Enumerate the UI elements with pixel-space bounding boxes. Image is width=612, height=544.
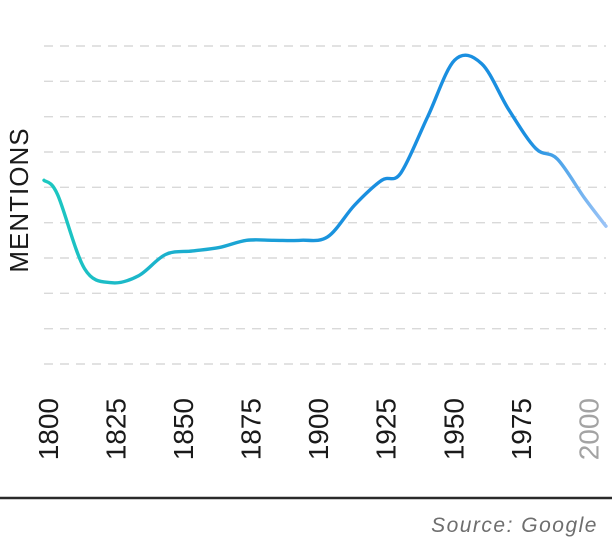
x-tick-label: 1825 (101, 398, 132, 460)
x-tick-label: 1925 (371, 398, 402, 460)
x-axis-ticks: 1800 1825 1850 1875 1900 1925 1950 1975 2000 (33, 398, 604, 460)
x-tick-label: 1900 (303, 398, 334, 460)
y-axis-label: MENTIONS (4, 127, 34, 272)
gridlines (44, 45, 606, 365)
x-tick-label: 1875 (236, 398, 267, 460)
x-tick-label: 1975 (506, 398, 537, 460)
series-line-mentions (42, 53, 608, 285)
source-caption: Source: Google (431, 514, 598, 537)
x-tick-label: 1950 (438, 398, 469, 460)
x-tick-label: 2000 (573, 398, 604, 460)
x-tick-label: 1800 (33, 398, 64, 460)
x-tick-label: 1850 (168, 398, 199, 460)
